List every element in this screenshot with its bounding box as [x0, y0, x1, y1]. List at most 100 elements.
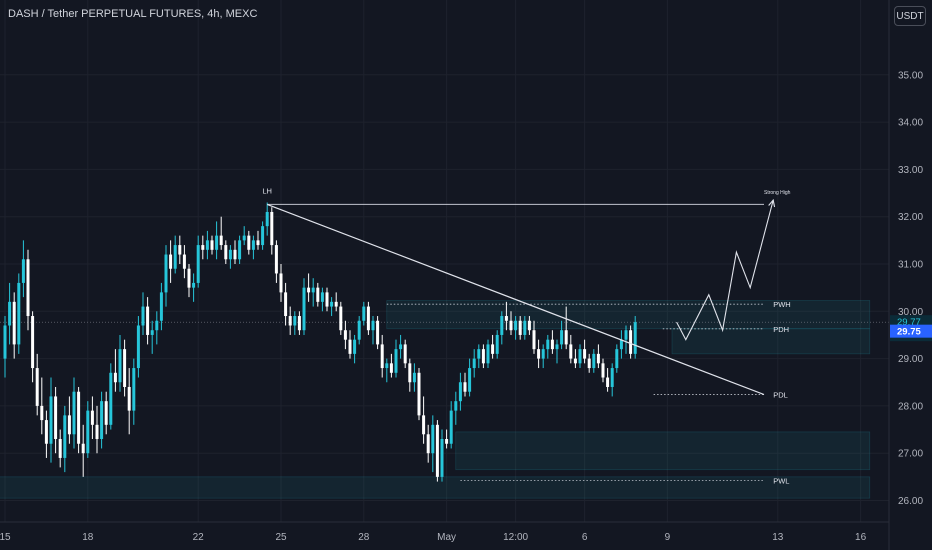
candle — [523, 316, 527, 340]
candle — [54, 386, 58, 454]
candle-body — [40, 405, 44, 421]
candle — [366, 301, 370, 335]
candle-body — [619, 339, 623, 350]
candle-body — [205, 240, 209, 250]
candle-body — [449, 410, 453, 444]
candle-body — [477, 349, 481, 359]
price-tick-label: 32.00 — [898, 212, 923, 223]
candle-body — [302, 287, 306, 331]
candle — [417, 368, 421, 421]
candle — [279, 264, 283, 302]
candle-body — [90, 410, 94, 425]
candle — [146, 297, 150, 345]
price-zone — [455, 431, 871, 471]
candle-body — [491, 344, 495, 354]
candle-body — [164, 254, 168, 293]
price-tick-label: 30.00 — [898, 307, 923, 318]
candle-body — [210, 240, 214, 250]
candle-body — [242, 235, 246, 241]
candle-body — [325, 292, 329, 307]
candle — [486, 339, 490, 369]
candle — [270, 207, 274, 255]
candle-body — [440, 439, 444, 477]
candle-body — [284, 292, 288, 317]
candle — [541, 344, 545, 369]
candle-body — [316, 287, 320, 302]
level-lines — [0, 203, 889, 482]
candle — [371, 316, 375, 345]
candle — [357, 316, 361, 345]
candle-body — [238, 240, 242, 260]
candle-body — [279, 273, 283, 293]
candle-body — [228, 249, 232, 260]
candle-body — [67, 415, 71, 435]
candle — [224, 240, 228, 264]
candle-body — [17, 282, 21, 345]
candle-body — [371, 320, 375, 331]
price-tick-label: 33.00 — [898, 165, 923, 176]
candle-body — [224, 245, 228, 260]
candle — [261, 221, 265, 250]
time-tick-label: 13 — [772, 532, 784, 543]
time-tick-label: 16 — [855, 532, 867, 543]
candle — [601, 358, 605, 383]
price-tick-label: 27.00 — [898, 449, 923, 460]
candle — [311, 278, 315, 307]
candle — [233, 240, 237, 264]
annotation-pdl: PDL — [773, 391, 788, 400]
candle — [339, 301, 343, 335]
candle-body — [569, 344, 573, 359]
candle — [155, 311, 159, 345]
currency-button[interactable]: USDT — [894, 6, 926, 26]
candle-body — [380, 344, 384, 369]
candle-body — [445, 439, 449, 444]
candle — [17, 273, 21, 354]
candle — [573, 349, 577, 369]
candle-body — [573, 358, 577, 364]
candle — [376, 316, 380, 350]
candle-body — [159, 292, 163, 321]
candle-body — [514, 320, 518, 331]
candle-body — [500, 316, 504, 335]
candle-body — [481, 349, 485, 364]
candle-body — [376, 320, 380, 345]
candle — [546, 334, 550, 359]
candle-body — [320, 292, 324, 302]
candle-body — [123, 349, 127, 387]
candle-body — [247, 235, 251, 250]
candle — [583, 339, 587, 364]
candle — [320, 287, 324, 312]
annotation-pwh: PWH — [773, 300, 791, 309]
time-tick-label: 18 — [82, 532, 94, 543]
candle — [472, 349, 476, 378]
time-tick-label: 22 — [193, 532, 205, 543]
candle-body — [104, 401, 108, 425]
candle-body — [472, 358, 476, 369]
chart-annotations: LH Strong High PWH PDH PDL PWL — [262, 187, 790, 486]
annotation-pdh: PDH — [773, 325, 789, 334]
candle — [316, 282, 320, 307]
candle-body — [256, 240, 260, 246]
candle — [35, 353, 39, 416]
candle — [587, 353, 591, 373]
price-tick-label: 26.00 — [898, 496, 923, 507]
candle — [219, 216, 223, 250]
candle — [44, 410, 48, 458]
candle — [500, 311, 504, 345]
candle-body — [155, 320, 159, 331]
candle — [297, 311, 301, 335]
candle-body — [431, 424, 435, 454]
candle-body — [541, 349, 545, 359]
candle — [228, 245, 232, 269]
candle-body — [417, 372, 421, 416]
time-tick-label: 6 — [582, 532, 588, 543]
candle-body — [219, 235, 223, 246]
candle — [274, 240, 278, 283]
time-tick-label: 25 — [275, 532, 287, 543]
candle-body — [12, 301, 16, 345]
candle-body — [192, 282, 196, 288]
candle — [307, 273, 311, 302]
descending-trendline — [266, 203, 765, 396]
